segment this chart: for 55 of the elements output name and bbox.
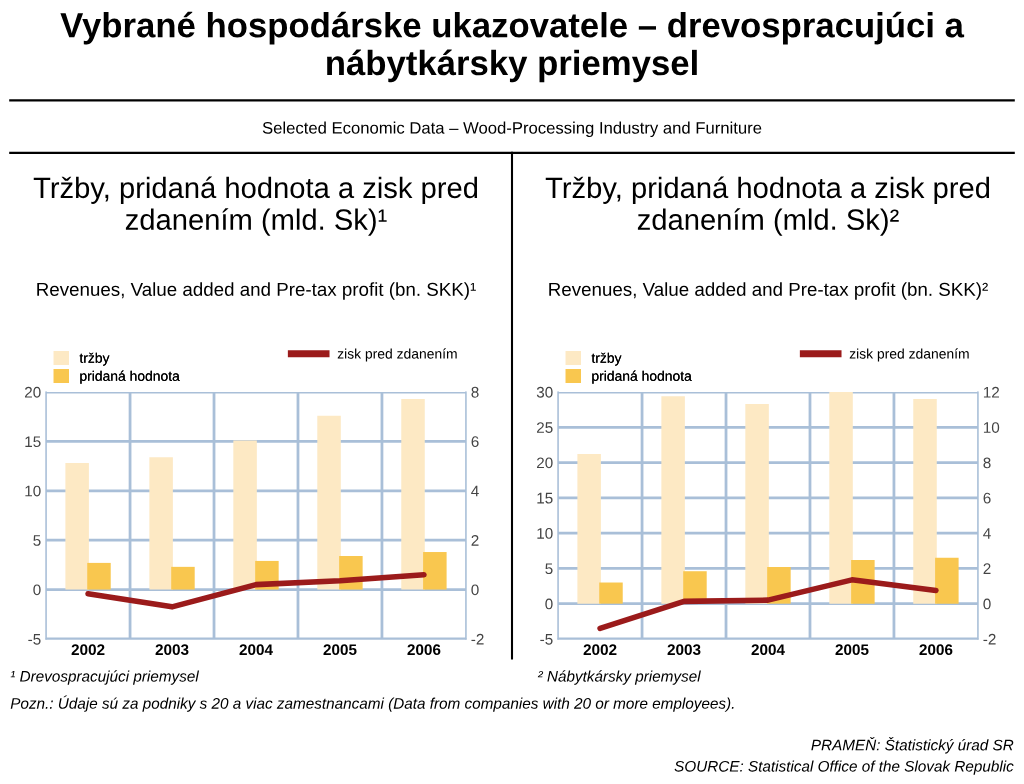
legend-label: zisk pred zdanením: [849, 348, 969, 362]
text: ¹ Drevospracujúci priemysel: [10, 670, 200, 685]
y2-tick-label: -2: [983, 633, 996, 645]
y2-tick-label: 0: [983, 598, 991, 610]
y-tick-label: 10: [537, 527, 553, 539]
y-tick-label: 20: [25, 386, 41, 398]
y2-tick-label: 4: [983, 528, 991, 539]
legend-label: tržby: [79, 352, 110, 366]
x-tick-label: 2005: [835, 644, 869, 656]
x-tick-label: 2004: [751, 644, 785, 656]
y-tick-label: 15: [537, 492, 553, 504]
y2-tick-label: 6: [983, 492, 991, 504]
y-tick-label: 5: [545, 563, 553, 575]
y-tick-label: 0: [545, 598, 553, 610]
y2-tick-label: 0: [471, 584, 479, 596]
source-note: SOURCE: Statistical Office of the Slovak Republic: [674, 760, 1014, 775]
y2-tick-label: 8: [983, 457, 991, 469]
x-tick-label: 2002: [583, 644, 617, 656]
text: Pozn.: Údaje sú za podniky s 20 a viac zamestnancami (Data from companies with 20 or more employees).: [10, 695, 734, 712]
y2-tick-label: 12: [983, 386, 1000, 398]
chart-title: Tržby, pridaná hodnota a zisk pred zdanením (mld. Sk)¹: [33, 176, 478, 236]
y2-tick-label: 6: [471, 436, 479, 448]
x-tick-label: 2003: [667, 644, 701, 656]
y-tick-label: 25: [537, 422, 553, 433]
y2-tick-label: -2: [471, 633, 484, 645]
legend-label: pridaná hodnota: [592, 370, 692, 384]
y-tick-label: -5: [28, 633, 41, 645]
text: PRAMEŇ: Štatistický úrad SR: [811, 736, 1014, 754]
x-tick-label: 2003: [155, 644, 189, 656]
text: Selected Economic Data – Wood-Processing Industry and Furniture: [262, 121, 762, 138]
x-tick-label: 2006: [919, 644, 953, 656]
y2-tick-label: 2: [471, 535, 479, 546]
text: Vybrané hospodárske ukazovatele – drevospracujúci a nábytkársky priemysel: [60, 11, 965, 83]
chart-subtitle: Revenues, Value added and Pre-tax profit (bn. SKK)¹: [37, 282, 476, 300]
y2-tick-label: 4: [471, 485, 479, 497]
chart-title: Tržby, pridaná hodnota a zisk pred zdanením (mld. Sk)²: [545, 176, 990, 236]
y-tick-label: 30: [536, 386, 553, 398]
y-tick-label: -5: [540, 633, 553, 645]
x-tick-label: 2002: [71, 644, 105, 656]
y-tick-label: 20: [537, 457, 553, 469]
y2-tick-label: 10: [983, 422, 1000, 433]
text: ² Nábytkársky priemysel: [537, 670, 701, 685]
y-tick-label: 0: [33, 584, 41, 596]
legend-label: zisk pred zdanením: [337, 348, 457, 362]
chart-subtitle: Revenues, Value added and Pre-tax profit (bn. SKK)²: [549, 282, 988, 300]
y2-tick-label: 2: [983, 563, 991, 574]
legend-label: pridaná hodnota: [80, 370, 180, 384]
y-tick-label: 10: [25, 485, 41, 497]
y-tick-label: 5: [33, 535, 41, 546]
legend-label: tržby: [591, 352, 622, 366]
y2-tick-label: 8: [471, 386, 479, 398]
x-tick-label: 2005: [323, 644, 357, 656]
x-tick-label: 2004: [239, 644, 273, 656]
x-tick-label: 2006: [407, 644, 441, 656]
y-tick-label: 15: [25, 436, 41, 448]
